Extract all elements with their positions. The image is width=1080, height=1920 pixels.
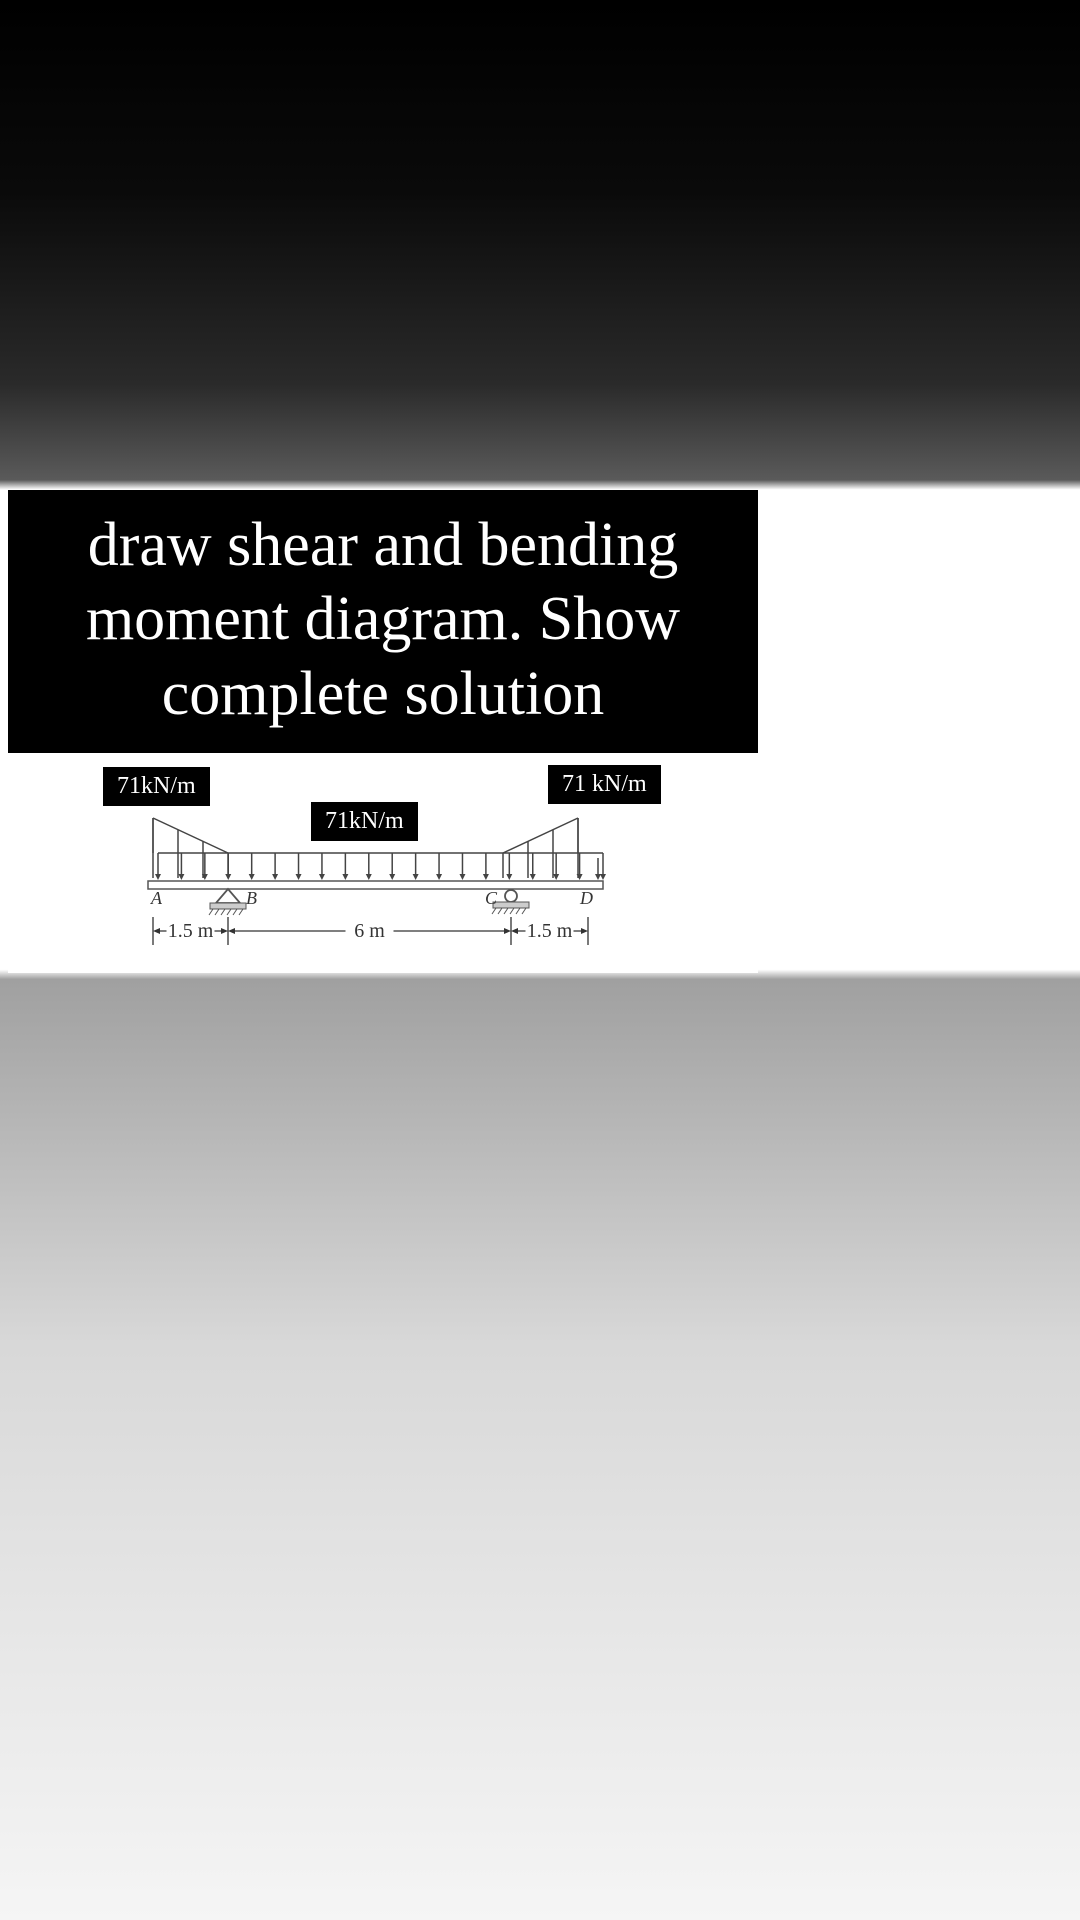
svg-text:C: C — [485, 888, 498, 908]
svg-text:6 m: 6 m — [354, 920, 385, 942]
svg-text:B: B — [246, 888, 257, 908]
title-line-2: moment diagram. Show — [86, 585, 680, 653]
svg-text:D: D — [579, 888, 593, 908]
beam-diagram: 71kN/m 71kN/m 71 kN/m ABCD1.5 m6 m1.5 m — [8, 753, 758, 973]
title-line-3: complete solution — [162, 660, 605, 728]
load-label-left: 71kN/m — [103, 767, 210, 806]
problem-card: draw shear and bending moment diagram. S… — [8, 490, 758, 973]
svg-text:1.5 m: 1.5 m — [168, 920, 214, 942]
beam-svg: A B C D 1.5 m 6 m 1.5 m — [108, 813, 648, 953]
title-line-1: draw shear and bending — [88, 511, 679, 579]
problem-title: draw shear and bending moment diagram. S… — [8, 490, 758, 753]
svg-text:A: A — [150, 888, 163, 908]
svg-text:1.5 m: 1.5 m — [527, 920, 573, 942]
load-label-right: 71 kN/m — [548, 765, 661, 804]
